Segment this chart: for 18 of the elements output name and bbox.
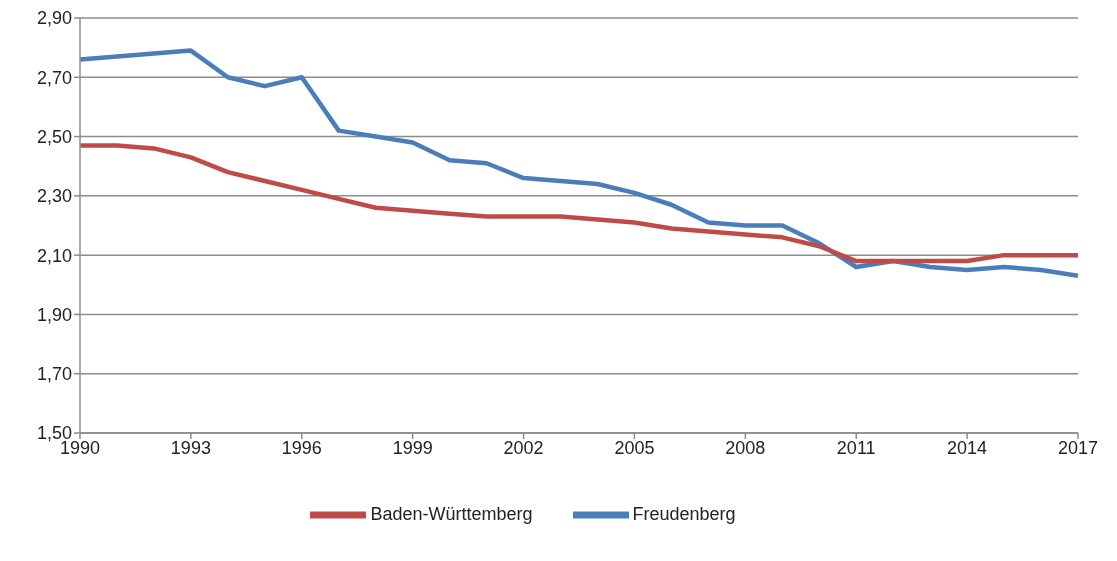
y-tick-label: 1,70 [36,364,72,385]
x-tick-label: 1993 [170,437,211,458]
x-tick-label: 2014 [947,437,988,458]
y-tick-label: 2,50 [36,126,72,147]
legend-label: Freudenberg [632,503,736,524]
y-tick-label: 2,30 [36,186,72,207]
y-tick-label: 2,90 [36,8,72,29]
x-tick-label: 2011 [836,437,876,458]
x-tick-label: 2008 [725,437,766,458]
y-tick-label: 1,90 [36,304,72,325]
x-tick-label: 2002 [503,437,544,458]
x-tick-label: 1999 [392,437,433,458]
y-tick-label: 2,70 [36,67,72,88]
x-tick-label: 2017 [1057,437,1099,458]
y-tick-label: 2,10 [36,245,72,266]
x-tick-label: 2005 [614,437,655,458]
x-tick-label: 1996 [281,437,322,458]
legend-label: Baden-Württemberg [370,503,533,524]
